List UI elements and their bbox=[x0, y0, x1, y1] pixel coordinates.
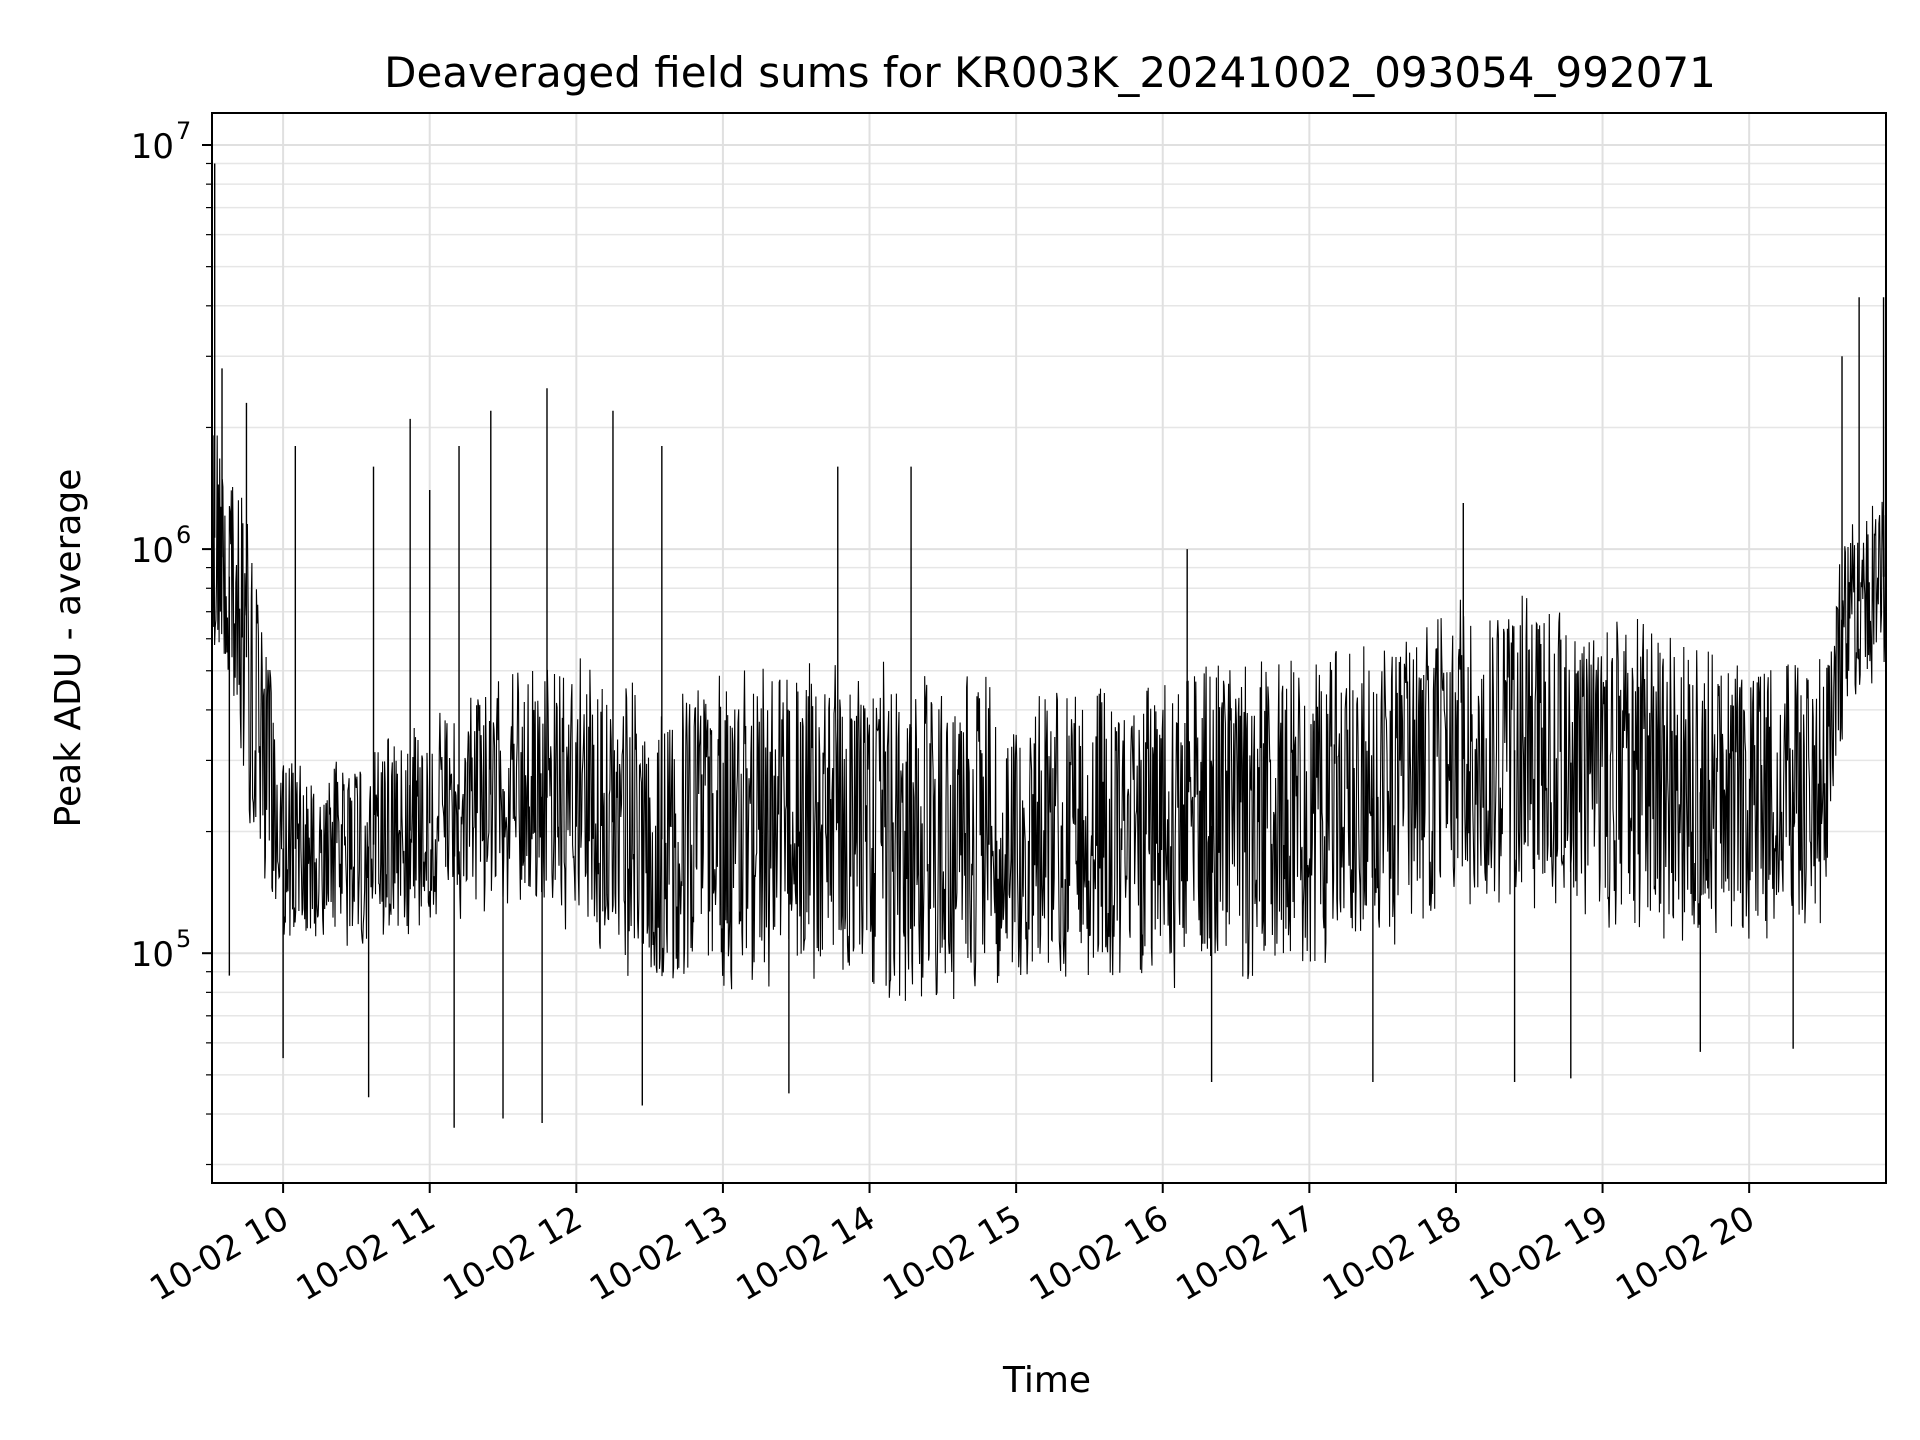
data-series bbox=[211, 163, 1887, 1128]
y-tick-label: 10 bbox=[131, 127, 174, 167]
chart-title: Deaveraged field sums for KR003K_2024100… bbox=[384, 48, 1716, 97]
y-tick-label: 10 bbox=[131, 935, 174, 975]
y-tick-label: 10 bbox=[131, 531, 174, 571]
x-axis-label: Time bbox=[1002, 1360, 1091, 1401]
plot-frame bbox=[211, 112, 1887, 1184]
y-tick-exponent: 7 bbox=[176, 117, 191, 145]
y-tick-exponent: 6 bbox=[176, 521, 191, 549]
y-tick-exponent: 5 bbox=[176, 925, 191, 953]
y-axis-label: Peak ADU - average bbox=[48, 469, 89, 828]
